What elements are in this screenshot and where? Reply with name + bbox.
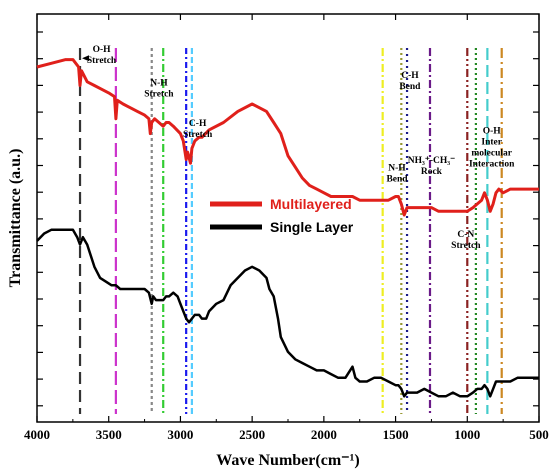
legend-label-multilayered: Multilayered	[270, 196, 352, 212]
x-tick-label: 2000	[311, 427, 337, 442]
annotation-text: Stretch	[451, 241, 481, 251]
annotation-text: C-N	[457, 230, 474, 240]
annotation-text: Inter	[481, 138, 502, 148]
legend-label-single-layer: Single Layer	[270, 219, 354, 235]
annotation-text: O-H	[93, 45, 112, 55]
x-tick-label: 3500	[96, 427, 122, 442]
annotation-text: Interaction	[469, 160, 515, 170]
annotation-text: Rock	[421, 167, 443, 177]
annotation-text: Stretch	[87, 56, 117, 66]
x-axis-title: Wave Number(cm⁻¹)	[216, 452, 359, 469]
annotation-text: N-H	[150, 79, 168, 89]
annotation-arrowhead	[82, 55, 90, 62]
x-tick-label: 500	[529, 427, 549, 442]
plot-area-frame	[36, 13, 540, 423]
x-tick-label: 1000	[454, 427, 480, 442]
y-axis-title: Transmittance (a.u.)	[7, 149, 24, 288]
annotation-text: C-H	[401, 71, 419, 81]
series-line-single-layer	[36, 228, 539, 398]
peak-annotation: NH₃⁺-CH₃⁻Rock	[408, 156, 455, 177]
x-tick-label: 2500	[239, 427, 265, 442]
annotation-text: C-H	[189, 119, 207, 129]
annotation-text: Bend	[386, 175, 408, 185]
legend: Multilayered Single Layer	[210, 196, 354, 235]
x-tick-label: 4000	[24, 427, 50, 442]
annotation-text: O-H	[483, 127, 502, 137]
annotation-text: Bend	[399, 82, 421, 92]
annotation-text: Stretch	[144, 90, 174, 100]
x-tick-label: 3000	[167, 427, 193, 442]
annotation-text: Stretch	[183, 130, 213, 140]
annotation-text: molecular	[471, 149, 512, 159]
series-line-multilayered	[36, 58, 539, 217]
annotation-text: N-H	[388, 164, 406, 174]
annotation-text: NH₃⁺-CH₃⁻	[408, 156, 455, 166]
x-tick-label: 1500	[383, 427, 409, 442]
